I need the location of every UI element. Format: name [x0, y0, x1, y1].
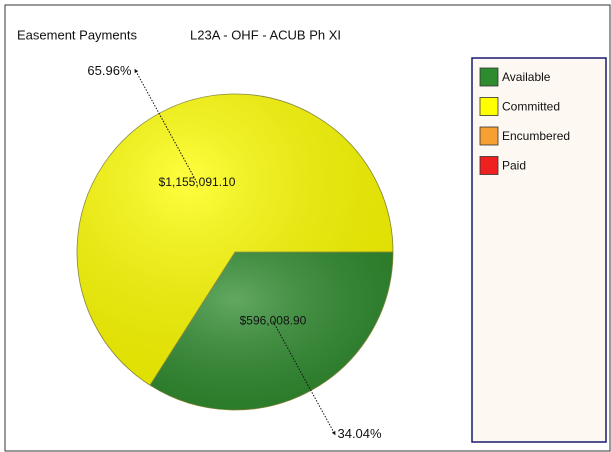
value-label: 34.04%: [337, 426, 382, 441]
amount-label: $596,008.90: [240, 313, 307, 327]
chart-subtitle: L23A - OHF - ACUB Ph XI: [190, 27, 341, 42]
legend-label: Encumbered: [502, 129, 570, 143]
chart-title: Easement Payments: [17, 27, 137, 42]
value-label: 65.96%: [87, 63, 132, 78]
legend-swatch: [479, 126, 499, 146]
legend-swatch: [479, 156, 499, 175]
leader-line: [134, 68, 198, 183]
amount-label: $1,155,091.10: [159, 175, 236, 189]
legend-swatch: [479, 67, 499, 87]
legend: [471, 57, 607, 443]
slice-shade: [150, 252, 393, 411]
slice-shade: [77, 93, 393, 386]
legend-label: Committed: [502, 100, 560, 114]
legend-swatch: [479, 97, 499, 116]
legend-label: Available: [502, 70, 551, 84]
leader-line: [272, 321, 336, 436]
legend-label: Paid: [502, 159, 526, 173]
